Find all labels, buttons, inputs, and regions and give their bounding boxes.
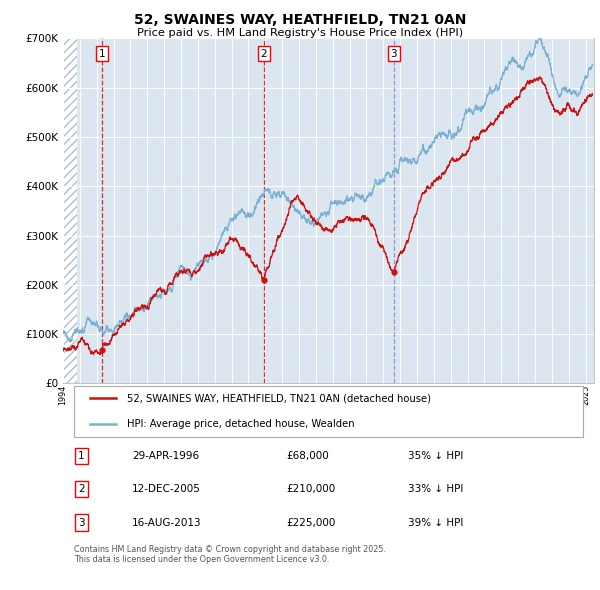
FancyBboxPatch shape bbox=[74, 386, 583, 437]
Text: 29-APR-1996: 29-APR-1996 bbox=[132, 451, 199, 461]
Text: Contains HM Land Registry data © Crown copyright and database right 2025.
This d: Contains HM Land Registry data © Crown c… bbox=[74, 545, 386, 565]
Text: 3: 3 bbox=[78, 517, 85, 527]
Text: 16-AUG-2013: 16-AUG-2013 bbox=[132, 517, 202, 527]
Text: £210,000: £210,000 bbox=[286, 484, 335, 494]
Bar bbox=[63, 38, 77, 384]
Text: 1: 1 bbox=[78, 451, 85, 461]
Text: 12-DEC-2005: 12-DEC-2005 bbox=[132, 484, 201, 494]
Text: 52, SWAINES WAY, HEATHFIELD, TN21 0AN: 52, SWAINES WAY, HEATHFIELD, TN21 0AN bbox=[134, 13, 466, 27]
Text: 2: 2 bbox=[78, 484, 85, 494]
Text: 39% ↓ HPI: 39% ↓ HPI bbox=[408, 517, 464, 527]
Text: £225,000: £225,000 bbox=[286, 517, 335, 527]
Text: 35% ↓ HPI: 35% ↓ HPI bbox=[408, 451, 464, 461]
Text: 52, SWAINES WAY, HEATHFIELD, TN21 0AN (detached house): 52, SWAINES WAY, HEATHFIELD, TN21 0AN (d… bbox=[127, 394, 431, 404]
Text: 3: 3 bbox=[391, 49, 397, 59]
Text: HPI: Average price, detached house, Wealden: HPI: Average price, detached house, Weal… bbox=[127, 419, 355, 429]
Text: 2: 2 bbox=[260, 49, 267, 59]
Text: £68,000: £68,000 bbox=[286, 451, 329, 461]
Text: Price paid vs. HM Land Registry's House Price Index (HPI): Price paid vs. HM Land Registry's House … bbox=[137, 28, 463, 38]
Text: 1: 1 bbox=[99, 49, 106, 59]
Text: 33% ↓ HPI: 33% ↓ HPI bbox=[408, 484, 464, 494]
